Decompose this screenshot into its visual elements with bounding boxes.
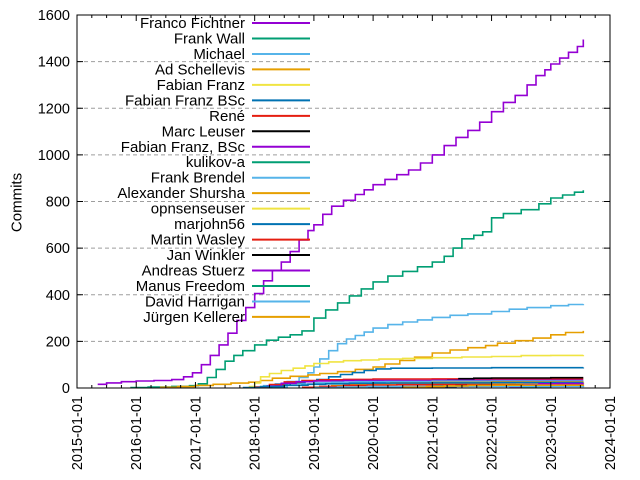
y-tick-label: 0	[62, 381, 70, 397]
series-line-michael	[251, 303, 585, 388]
y-tick-label: 800	[46, 195, 70, 211]
legend-label: Franco Fichtner	[140, 15, 245, 32]
series-line-franco-fichtner	[97, 39, 585, 386]
legend-label: David Harrigan	[145, 293, 245, 310]
x-tick-label: 2023-01-01	[544, 396, 560, 470]
legend-item-andreas-stuerz: Andreas Stuerz	[142, 263, 310, 280]
legend-item-frank-wall: Frank Wall	[174, 30, 310, 47]
y-tick-label: 600	[46, 241, 70, 257]
x-tick-label: 2022-01-01	[485, 396, 501, 470]
legend-item-j-rgen-kellerer: Jürgen Kellerer	[143, 309, 310, 326]
x-tick-label: 2016-01-01	[129, 396, 145, 470]
legend-label: Marc Leuser	[162, 123, 245, 140]
x-tick-label: 2015-01-01	[70, 396, 86, 470]
legend-item-michael: Michael	[193, 46, 310, 63]
legend-label: opnsenseuser	[151, 201, 245, 218]
legend-item-franco-fichtner: Franco Fichtner	[140, 15, 310, 32]
legend-label: Andreas Stuerz	[142, 263, 245, 280]
legend-label: Fabian Franz	[157, 77, 245, 94]
y-tick-label: 200	[46, 334, 70, 350]
series-line-fabian-franz-bsc	[266, 379, 584, 387]
y-axis-label: Commits	[8, 172, 26, 233]
legend-label: Martin Wasley	[151, 232, 246, 249]
tick-marks	[76, 14, 611, 389]
y-tick-labels: 0 200 400 600 800 1000 1200 1400 1600	[38, 8, 70, 397]
series-line-frank-wall	[130, 190, 585, 389]
legend-item-marc-leuser: Marc Leuser	[162, 123, 310, 140]
x-tick-label: 2018-01-01	[248, 396, 264, 470]
legend-label: Frank Wall	[174, 30, 245, 47]
legend-item-frank-brendel: Frank Brendel	[151, 170, 310, 187]
x-tick-label: 2020-01-01	[366, 396, 382, 470]
legend-label: Ad Schellevis	[155, 61, 245, 78]
legend-item-fabian-franz-bsc: Fabian Franz BSc	[125, 92, 310, 109]
series-line-marc-leuser	[447, 376, 584, 381]
legend-item-ad-schellevis: Ad Schellevis	[155, 61, 310, 78]
legend-label: marjohn56	[174, 216, 245, 233]
legend-label: Fabian Franz BSc	[125, 92, 246, 109]
legend-label: Manus Freedom	[136, 278, 245, 295]
x-tick-label: 2024-01-01	[603, 396, 619, 470]
x-tick-label: 2017-01-01	[188, 396, 204, 470]
series-line-j-rgen-kellerer	[402, 384, 585, 389]
y-tick-label: 1600	[38, 8, 70, 24]
legend-label: Frank Brendel	[151, 170, 245, 187]
legend-label: Michael	[193, 46, 245, 63]
x-tick-labels: 2015-01-01 2016-01-01 2017-01-01 2018-01-01…	[70, 396, 619, 470]
y-tick-label: 1000	[38, 148, 70, 164]
series-line-marjohn56	[242, 381, 584, 389]
x-tick-label: 2019-01-01	[307, 396, 323, 470]
legend-item-manus-freedom: Manus Freedom	[136, 278, 310, 295]
legend-item-fabian-franz-bsc: Fabian Franz, BSc	[121, 139, 310, 156]
series-line-fabian-franz	[248, 354, 585, 388]
legend-item-jan-winkler: Jan Winkler	[167, 247, 310, 264]
legend-label: Alexander Shursha	[117, 185, 245, 202]
legend-item-alexander-shursha: Alexander Shursha	[117, 185, 310, 202]
legend-label: Jürgen Kellerer	[143, 309, 245, 326]
legend-item-opnsenseuser: opnsenseuser	[151, 201, 310, 218]
legend-item-david-harrigan: David Harrigan	[145, 293, 310, 310]
legend-item-fabian-franz: Fabian Franz	[157, 77, 310, 94]
legend-label: René	[209, 108, 245, 125]
series-line-david-harrigan	[313, 385, 585, 389]
x-tick-label: 2021-01-01	[425, 396, 441, 470]
legend-item-ren: René	[209, 108, 310, 125]
legend-label: Fabian Franz, BSc	[121, 139, 246, 156]
legend-item-kulikov-a: kulikov-a	[186, 154, 310, 171]
y-tick-label: 1200	[38, 101, 70, 117]
legend-item-martin-wasley: Martin Wasley	[151, 232, 310, 249]
y-tick-label: 400	[46, 288, 70, 304]
y-tick-label: 1400	[38, 55, 70, 71]
series-line-ad-schellevis	[159, 330, 585, 389]
legend-label: kulikov-a	[186, 154, 246, 171]
legend-label: Jan Winkler	[167, 247, 245, 264]
legend-item-marjohn56: marjohn56	[174, 216, 310, 233]
